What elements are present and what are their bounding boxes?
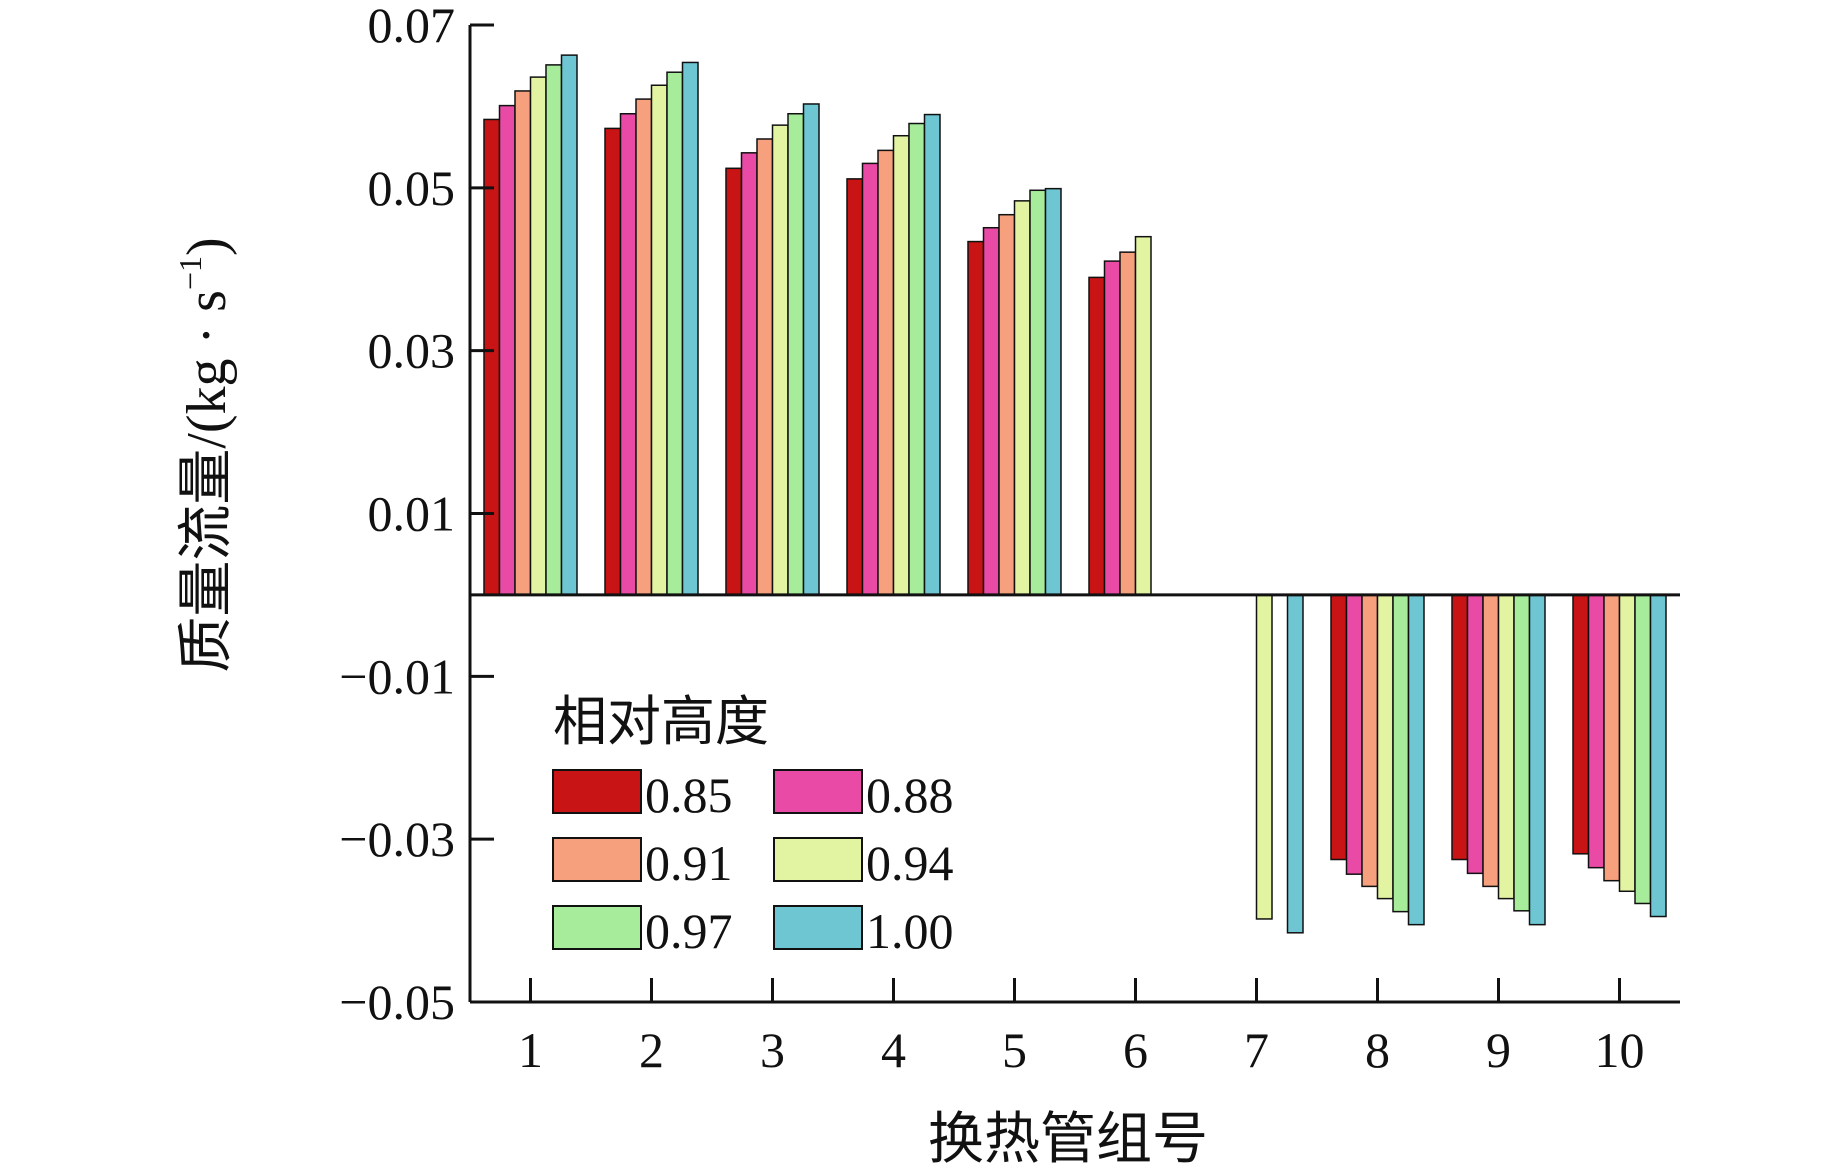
- bar-group-10-series-0.91: [1603, 594, 1621, 882]
- bar-group-1-series-0.88: [498, 104, 516, 596]
- bar-group-3-series-0.94: [771, 124, 789, 596]
- y-axis-title-superscript: −1: [172, 256, 208, 290]
- bar-group-1-series-0.85: [483, 118, 501, 596]
- x-tick-label: 10: [1595, 1022, 1645, 1078]
- legend-label-0.91: 0.91: [645, 835, 733, 891]
- bar-group-5-series-0.88: [982, 226, 1000, 596]
- bar-group-10-series-1.00: [1649, 594, 1667, 918]
- y-axis-title: 质量流量/(kg · s−1): [172, 237, 238, 672]
- bar-group-3-series-0.88: [740, 152, 758, 596]
- x-axis-title: 换热管组号: [928, 1109, 1208, 1171]
- legend-label-0.94: 0.94: [866, 835, 954, 891]
- legend-swatch-0.94: [773, 837, 863, 882]
- legend-swatch-0.88: [773, 769, 863, 814]
- x-tick-label: 1: [518, 1022, 543, 1078]
- bar-group-10-series-0.85: [1572, 594, 1590, 855]
- bar-group-4-series-0.97: [908, 122, 926, 596]
- y-tick-label: 0.01: [368, 486, 456, 542]
- y-axis-title-close: ): [176, 237, 238, 256]
- x-tick-label: 2: [639, 1022, 664, 1078]
- y-tick-label: −0.05: [339, 974, 455, 1030]
- bar-group-2-series-0.97: [666, 71, 684, 596]
- bar-group-4-series-0.91: [877, 149, 895, 596]
- x-tick-label: 4: [881, 1022, 906, 1078]
- bar-group-6-series-0.85: [1088, 276, 1106, 596]
- bar-group-5-series-0.91: [998, 213, 1016, 596]
- bar-group-9-series-0.91: [1482, 594, 1500, 888]
- bar-group-9-series-0.94: [1497, 594, 1515, 900]
- x-tick-label: 9: [1486, 1022, 1511, 1078]
- legend: 相对高度 0.85 0.88 0.91 0.94 0.97 1.00: [552, 692, 954, 959]
- bar-group-3-series-0.97: [787, 112, 805, 596]
- bar-group-9-series-0.88: [1466, 594, 1484, 875]
- bar-group-9-series-0.85: [1451, 594, 1469, 861]
- bar-group-3-series-0.91: [756, 138, 774, 596]
- bar-group-8-series-1.00: [1407, 594, 1425, 926]
- bar-group-5-series-0.94: [1013, 200, 1031, 596]
- x-tick-label: 3: [760, 1022, 785, 1078]
- legend-label-0.97: 0.97: [645, 903, 733, 959]
- legend-title: 相对高度: [553, 692, 769, 752]
- y-tick-label: −0.03: [339, 811, 455, 867]
- bar-group-8-series-0.97: [1392, 594, 1410, 913]
- bar-group-4-series-0.88: [861, 162, 879, 596]
- y-ticks: 0.07 0.05 0.03 0.01 −0.01 −0.03 −0.05: [339, 0, 494, 1030]
- legend-swatch-1.00: [773, 905, 863, 950]
- legend-swatch-0.91: [552, 837, 642, 882]
- x-tick-label: 5: [1002, 1022, 1027, 1078]
- bar-group-6-series-0.94: [1134, 235, 1152, 596]
- bar-group-10-series-0.88: [1587, 594, 1605, 869]
- bar-group-2-series-0.94: [650, 84, 668, 596]
- legend-label-1.00: 1.00: [866, 903, 954, 959]
- bar-group-4-series-0.85: [846, 178, 864, 596]
- y-tick-label: 0.03: [368, 323, 456, 379]
- y-tick-label: −0.01: [339, 648, 455, 704]
- bar-group-3-series-0.85: [725, 167, 743, 596]
- bar-group-8-series-0.88: [1345, 594, 1363, 875]
- x-tick-label: 8: [1365, 1022, 1390, 1078]
- bar-group-10-series-0.94: [1618, 594, 1636, 893]
- bar-group-1-series-0.91: [514, 90, 532, 596]
- bar-group-9-series-0.97: [1513, 594, 1531, 912]
- legend-label-0.85: 0.85: [645, 767, 733, 823]
- bar-group-2-series-0.88: [619, 112, 637, 596]
- bar-group-1-series-0.94: [529, 76, 547, 596]
- bar-group-3-series-1.00: [802, 103, 820, 596]
- legend-items: 0.85 0.88 0.91 0.94 0.97 1.00: [552, 767, 954, 959]
- x-ticks: 1 2 3 4 5 6 7 8 9 10: [518, 978, 1645, 1078]
- bar-group-1-series-1.00: [560, 54, 578, 596]
- legend-label-0.88: 0.88: [866, 767, 954, 823]
- bar-group-1-series-0.97: [545, 64, 563, 596]
- bar-group-4-series-1.00: [923, 113, 941, 596]
- bar-group-8-series-0.94: [1376, 594, 1394, 900]
- bar-group-2-series-0.85: [604, 127, 622, 596]
- legend-swatch-0.97: [552, 905, 642, 950]
- bar-group-5-series-0.97: [1029, 189, 1047, 596]
- x-tick-label: 7: [1244, 1022, 1269, 1078]
- y-tick-label: 0.05: [368, 160, 456, 216]
- y-tick-label: 0.07: [368, 0, 456, 53]
- bar-group-7-series-0.94: [1255, 594, 1273, 920]
- bar-group-7-series-1.00: [1286, 594, 1304, 934]
- bar-group-8-series-0.85: [1330, 594, 1348, 861]
- bar-group-10-series-0.97: [1634, 594, 1652, 905]
- bar-group-8-series-0.91: [1361, 594, 1379, 888]
- bar-group-2-series-1.00: [681, 61, 699, 596]
- x-tick-label: 6: [1123, 1022, 1148, 1078]
- bar-group-5-series-1.00: [1044, 187, 1062, 596]
- bar-group-4-series-0.94: [892, 134, 910, 596]
- y-axis-title-main: 质量流量/(kg · s: [176, 290, 238, 673]
- bar-group-6-series-0.88: [1103, 260, 1121, 596]
- bars-layer: [483, 54, 1667, 934]
- bar-group-9-series-1.00: [1528, 594, 1546, 926]
- bar-group-2-series-0.91: [635, 98, 653, 596]
- bar-group-5-series-0.85: [967, 240, 985, 596]
- bar-group-6-series-0.91: [1119, 251, 1137, 596]
- legend-swatch-0.85: [552, 769, 642, 814]
